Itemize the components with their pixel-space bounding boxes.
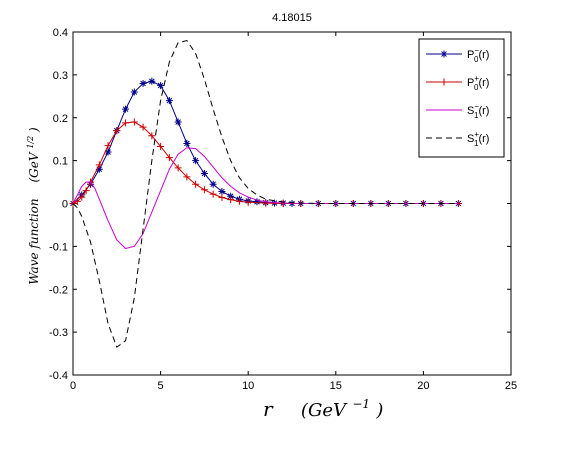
legend-label-sup: − — [474, 102, 479, 111]
y-axis-unit-base: (GeV — [27, 151, 41, 182]
y-tick-label: 0.4 — [53, 27, 68, 39]
series-line-s1-minus — [72, 147, 459, 250]
data-point-p0-plus — [148, 132, 156, 140]
legend-item-p0-minus: P− 0(r) — [426, 46, 489, 64]
data-point-p0-plus — [244, 198, 252, 206]
data-point-p0-minus — [218, 187, 226, 195]
series-s1-plus — [72, 40, 459, 348]
y-axis-title: Wave function — [27, 198, 41, 284]
data-point-p0-minus — [183, 139, 191, 147]
legend-label-base: S — [467, 105, 474, 117]
series-s1-minus — [72, 147, 459, 250]
data-point-p0-plus — [192, 180, 200, 188]
data-point-p0-minus — [139, 79, 147, 87]
legend-label-sup: + — [474, 74, 479, 83]
y-tick-label: 0.3 — [53, 70, 68, 82]
y-tick-label: -0.2 — [49, 284, 68, 296]
data-point-p0-minus — [200, 169, 208, 177]
data-point-p0-plus — [218, 193, 226, 201]
axis-ticks: 0 5 10 15 20 25-0.4-0.3-0.2-0.100.10.20.30.4 — [49, 27, 517, 392]
legend-label-arg: (r) — [478, 133, 489, 145]
data-point-p0-plus — [113, 127, 121, 135]
legend-label-p0-plus: P+ 0(r) — [467, 74, 489, 92]
series-line-s1-plus — [72, 40, 459, 348]
y-axis-label: Wave function (GeV 1/2 ) — [22, 127, 41, 285]
legend-label-p0-minus: P− 0(r) — [467, 46, 489, 64]
legend-label-s1-plus: S+ 1(r) — [467, 130, 489, 148]
y-tick-label: 0.1 — [53, 156, 68, 168]
data-point-p0-minus — [165, 97, 173, 105]
data-point-p0-minus — [192, 157, 200, 165]
data-point-p0-plus — [209, 190, 217, 198]
data-point-p0-minus — [174, 118, 182, 126]
y-tick-label: -0.1 — [49, 241, 68, 253]
data-point-p0-plus — [95, 161, 103, 169]
data-point-p0-plus — [139, 123, 147, 131]
legend-marker-p0-plus — [440, 78, 448, 86]
x-tick-label: 0 — [70, 380, 76, 392]
legend-label-arg: (r) — [478, 105, 489, 117]
x-tick-label: 10 — [242, 380, 254, 392]
y-tick-label: -0.3 — [49, 327, 68, 339]
x-axis-unit-close: ) — [375, 400, 383, 421]
x-tick-label: 25 — [505, 380, 517, 392]
y-tick-label: 0.2 — [53, 113, 68, 125]
data-point-p0-minus — [148, 77, 156, 85]
legend-label-sup: + — [474, 130, 479, 139]
legend-item-s1-minus: S− 1(r) — [426, 102, 489, 120]
data-point-p0-plus — [157, 142, 165, 150]
data-point-p0-plus — [104, 142, 112, 150]
legend-label-s1-minus: S− 1(r) — [467, 102, 489, 120]
data-point-p0-plus — [227, 196, 235, 204]
x-tick-label: 5 — [158, 380, 164, 392]
data-point-p0-minus — [130, 88, 138, 96]
legend-item-s1-plus: S+ 1(r) — [426, 130, 489, 148]
data-point-p0-minus — [157, 82, 165, 90]
legend-label-arg: (r) — [478, 49, 489, 61]
chart-title: 4.18015 — [272, 12, 312, 24]
legend-label-sub: 0 — [474, 55, 479, 64]
legend-label-sub: 0 — [474, 83, 479, 92]
data-point-p0-minus — [122, 105, 130, 113]
data-point-p0-plus — [122, 119, 130, 127]
y-tick-label: 0 — [62, 199, 68, 211]
legend-label-sub: 1 — [474, 139, 479, 148]
x-axis-unit-exponent: −1 — [352, 397, 370, 411]
data-point-p0-minus — [95, 165, 103, 173]
x-axis-variable: r — [263, 397, 274, 421]
legend-label-sup: − — [474, 46, 479, 55]
legend: P− 0(r)P+ 0(r)S− 1(r)S+ 1(r) — [418, 38, 505, 158]
x-axis-label: r (GeV −1 ) — [263, 389, 383, 421]
legend-label-base: P — [467, 49, 474, 61]
data-point-p0-plus — [262, 199, 270, 207]
data-point-p0-plus — [82, 187, 90, 195]
data-point-p0-minus — [253, 198, 261, 206]
legend-label-sub: 1 — [474, 111, 479, 120]
data-point-p0-plus — [130, 118, 138, 126]
y-axis-unit-exponent: 1/2 — [26, 136, 35, 149]
legend-label-base: S — [467, 133, 474, 145]
data-point-p0-plus — [183, 173, 191, 181]
legend-item-p0-plus: P+ 0(r) — [426, 74, 489, 92]
legend-label-arg: (r) — [478, 77, 489, 89]
x-tick-label: 20 — [417, 380, 429, 392]
data-point-p0-plus — [235, 197, 243, 205]
y-axis-unit-close: ) — [27, 127, 41, 133]
y-tick-label: -0.4 — [49, 370, 68, 382]
x-tick-label: 15 — [330, 380, 342, 392]
series-layer — [69, 40, 462, 348]
data-point-p0-plus — [200, 186, 208, 194]
data-point-p0-plus — [165, 154, 173, 162]
data-point-p0-minus — [104, 148, 112, 156]
data-point-p0-plus — [78, 193, 86, 201]
data-point-p0-plus — [73, 197, 81, 205]
data-point-p0-minus — [209, 180, 217, 188]
legend-box — [418, 38, 505, 158]
x-axis-unit-base: (GeV — [301, 400, 348, 421]
legend-label-base: P — [467, 77, 474, 89]
data-point-p0-plus — [174, 164, 182, 172]
legend-marker-p0-minus — [440, 50, 448, 58]
